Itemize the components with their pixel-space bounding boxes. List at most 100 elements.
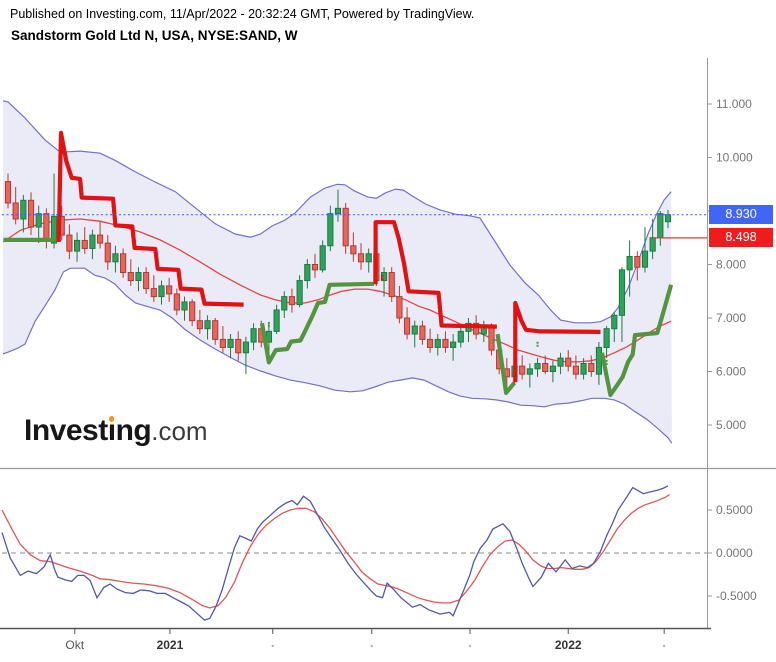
candle — [526, 368, 533, 375]
candle — [135, 272, 142, 282]
stop-line-green — [3, 237, 674, 398]
candle — [534, 362, 541, 370]
stop-line-red — [56, 130, 601, 383]
candle — [488, 325, 495, 351]
svg-text:-0.5000: -0.5000 — [716, 589, 757, 603]
candle — [143, 272, 150, 290]
candle — [580, 362, 587, 375]
oscillator-pane — [1, 485, 707, 621]
published-line: Published on Investing.com, 11/Apr/2022 … — [10, 7, 475, 21]
candle — [89, 234, 96, 249]
candle — [396, 296, 403, 319]
candle — [519, 365, 526, 375]
candle — [549, 365, 556, 372]
candle — [196, 320, 203, 330]
candle — [311, 264, 319, 271]
svg-text:6.000: 6.000 — [716, 365, 746, 379]
candle — [588, 362, 595, 373]
svg-text:2021: 2021 — [157, 638, 184, 652]
candle — [572, 365, 580, 375]
candle — [595, 346, 603, 375]
candle — [473, 322, 480, 335]
investing-watermark: Investı ng.com — [24, 414, 208, 448]
candle — [304, 264, 311, 282]
candle — [296, 280, 303, 306]
candle — [350, 245, 357, 255]
candle — [557, 357, 564, 367]
candle — [235, 338, 242, 354]
candle — [12, 202, 19, 220]
candle — [327, 213, 334, 247]
svg-text:0.0000: 0.0000 — [716, 546, 753, 560]
svg-text:2022: 2022 — [555, 638, 582, 652]
level-price-badge: 8.498 — [709, 228, 773, 247]
svg-text:5.000: 5.000 — [716, 418, 746, 432]
candle — [120, 253, 127, 274]
svg-text:Okt: Okt — [65, 638, 84, 652]
candle — [96, 234, 104, 244]
candle — [50, 215, 58, 244]
candle — [603, 328, 610, 348]
svg-text:8.000: 8.000 — [716, 258, 746, 272]
logo-accent-i: ı — [107, 414, 116, 447]
candle — [365, 253, 372, 263]
candle — [618, 269, 626, 316]
candle — [319, 245, 326, 271]
candle — [219, 338, 226, 348]
candle — [450, 341, 457, 348]
candlesticks — [4, 173, 672, 388]
candle — [634, 255, 641, 268]
candle — [189, 301, 196, 322]
watermark-domain: .com — [151, 416, 208, 446]
candle — [212, 320, 219, 340]
candle — [281, 296, 288, 311]
watermark-brand: Investı ng — [24, 414, 152, 447]
svg-text:7.000: 7.000 — [716, 311, 746, 325]
oscillator-slow — [1, 493, 670, 609]
candle — [66, 234, 73, 252]
candle — [181, 301, 188, 311]
candle — [357, 253, 365, 263]
candle — [419, 325, 426, 340]
candle — [664, 214, 672, 223]
candle — [649, 237, 656, 252]
candle — [626, 255, 633, 271]
candle — [288, 296, 296, 306]
candle — [380, 272, 388, 282]
logo-orange-dot-icon — [108, 416, 115, 422]
candle — [641, 250, 649, 268]
candle — [242, 341, 250, 354]
svg-text:11.000: 11.000 — [716, 97, 752, 111]
candle — [104, 242, 111, 263]
candle — [457, 330, 464, 343]
candle — [442, 338, 449, 348]
oscillator-fast — [1, 485, 669, 621]
last-price-badge: 8.930 — [709, 205, 773, 224]
candle — [611, 314, 618, 330]
candle — [250, 328, 257, 343]
candle — [403, 317, 411, 335]
candle — [73, 239, 81, 252]
candle — [565, 357, 572, 367]
candle — [334, 207, 342, 215]
candle — [43, 213, 50, 241]
candle — [411, 325, 418, 335]
candle — [542, 362, 549, 373]
candle — [434, 338, 441, 348]
oscillator-axis: 0.5000 0.0000 -0.5000 — [707, 503, 757, 603]
candle — [657, 213, 664, 239]
candle — [127, 272, 134, 282]
candle — [173, 293, 180, 311]
candle — [112, 253, 119, 263]
candle — [166, 285, 173, 295]
candle — [158, 285, 165, 298]
time-axis: Okt 2021 2022 — [65, 629, 666, 652]
candle — [27, 199, 35, 228]
candle — [150, 288, 157, 298]
bollinger-band — [2, 100, 673, 444]
candle — [227, 338, 234, 348]
candle — [273, 309, 280, 332]
